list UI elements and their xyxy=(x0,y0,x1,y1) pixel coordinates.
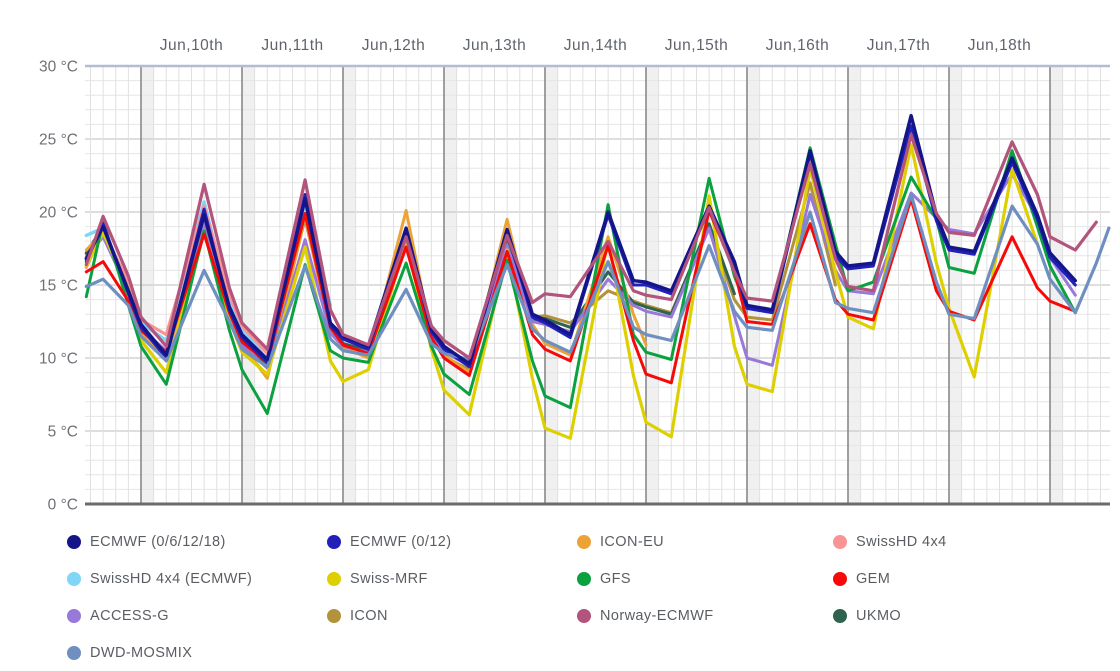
legend-color-dot xyxy=(67,572,81,587)
day-label: Jun,16th xyxy=(766,37,829,54)
legend-item-access[interactable]: ACCESS-G xyxy=(67,608,327,624)
legend-label: GFS xyxy=(600,571,632,588)
legend-color-dot xyxy=(327,535,341,550)
day-label: Jun,15th xyxy=(665,37,728,54)
y-axis-label: 30 °C xyxy=(39,59,78,76)
legend-label: ICON-EU xyxy=(600,534,665,551)
y-axis-label: 15 °C xyxy=(39,278,78,295)
y-axis-label: 0 °C xyxy=(48,497,78,514)
legend-color-dot xyxy=(577,572,591,587)
y-axis-label: 25 °C xyxy=(39,132,78,149)
legend-item-ecmwf1[interactable]: ECMWF (0/6/12/18) xyxy=(67,534,327,550)
legend-color-dot xyxy=(327,608,341,623)
legend-label: Swiss-MRF xyxy=(350,571,428,588)
legend-color-dot xyxy=(327,572,341,587)
legend-label: ECMWF (0/6/12/18) xyxy=(90,534,226,551)
legend-item-icon[interactable]: ICON xyxy=(327,608,577,624)
legend-item-icon_eu[interactable]: ICON-EU xyxy=(577,534,833,550)
day-label: Jun,14th xyxy=(564,37,627,54)
day-label: Jun,11th xyxy=(261,37,323,54)
day-label: Jun,12th xyxy=(362,37,425,54)
legend-label: SwissHD 4x4 (ECMWF) xyxy=(90,571,253,588)
legend-label: SwissHD 4x4 xyxy=(856,534,947,551)
legend-color-dot xyxy=(833,572,847,587)
temperature-forecast-chart: 30 °C 25 °C 20 °C 15 °C 10 °C 5 °C 0 °C Jun,10t… xyxy=(39,37,1111,514)
legend-label: ECMWF (0/12) xyxy=(350,534,452,551)
legend-item-swisshd[interactable]: SwissHD 4x4 xyxy=(833,534,1063,550)
y-axis-label: 20 °C xyxy=(39,205,78,222)
legend-item-gem[interactable]: GEM xyxy=(833,571,1063,587)
series-line-dwd xyxy=(84,192,1111,369)
plot-canvas: 30 °C 25 °C 20 °C 15 °C 10 °C 5 °C 0 °C Jun,10t… xyxy=(39,37,1111,514)
day-label: Jun,13th xyxy=(463,37,526,54)
y-axis-label: 5 °C xyxy=(48,424,78,441)
legend-label: ICON xyxy=(350,607,388,624)
legend-label: Norway-ECMWF xyxy=(600,607,714,624)
legend-item-gfs[interactable]: GFS xyxy=(577,571,833,587)
legend-color-dot xyxy=(833,535,847,550)
series-line-gem xyxy=(84,197,1077,385)
legend-color-dot xyxy=(67,535,81,550)
chart-legend: ECMWF (0/6/12/18) ECMWF (0/12) ICON-EU Swis… xyxy=(67,524,1107,671)
day-label: Jun,17th xyxy=(867,37,930,54)
legend-label: GEM xyxy=(856,571,891,588)
legend-color-dot xyxy=(577,608,591,623)
series-line-norway xyxy=(84,133,1098,360)
legend-color-dot xyxy=(67,608,81,623)
legend-label: ACCESS-G xyxy=(90,607,169,624)
day-label: Jun,10th xyxy=(160,37,223,54)
legend-item-swiss_mrf[interactable]: Swiss-MRF xyxy=(327,571,577,587)
legend-item-ecmwf2[interactable]: ECMWF (0/12) xyxy=(327,534,577,550)
legend-label: UKMO xyxy=(856,607,902,624)
legend-color-dot xyxy=(67,645,81,660)
legend-color-dot xyxy=(833,608,847,623)
legend-item-swisshd_ec[interactable]: SwissHD 4x4 (ECMWF) xyxy=(67,571,327,587)
legend-item-norway[interactable]: Norway-ECMWF xyxy=(577,608,833,624)
legend-item-dwd[interactable]: DWD-MOSMIX xyxy=(67,645,327,661)
y-axis-label: 10 °C xyxy=(39,351,78,368)
series-line-ecmwf1 xyxy=(84,113,1077,366)
legend-color-dot xyxy=(577,535,591,550)
series-line-gfs xyxy=(84,146,1077,415)
day-label: Jun,18th xyxy=(968,37,1031,54)
legend-label: DWD-MOSMIX xyxy=(90,644,193,661)
legend-item-ukmo[interactable]: UKMO xyxy=(833,608,1063,624)
